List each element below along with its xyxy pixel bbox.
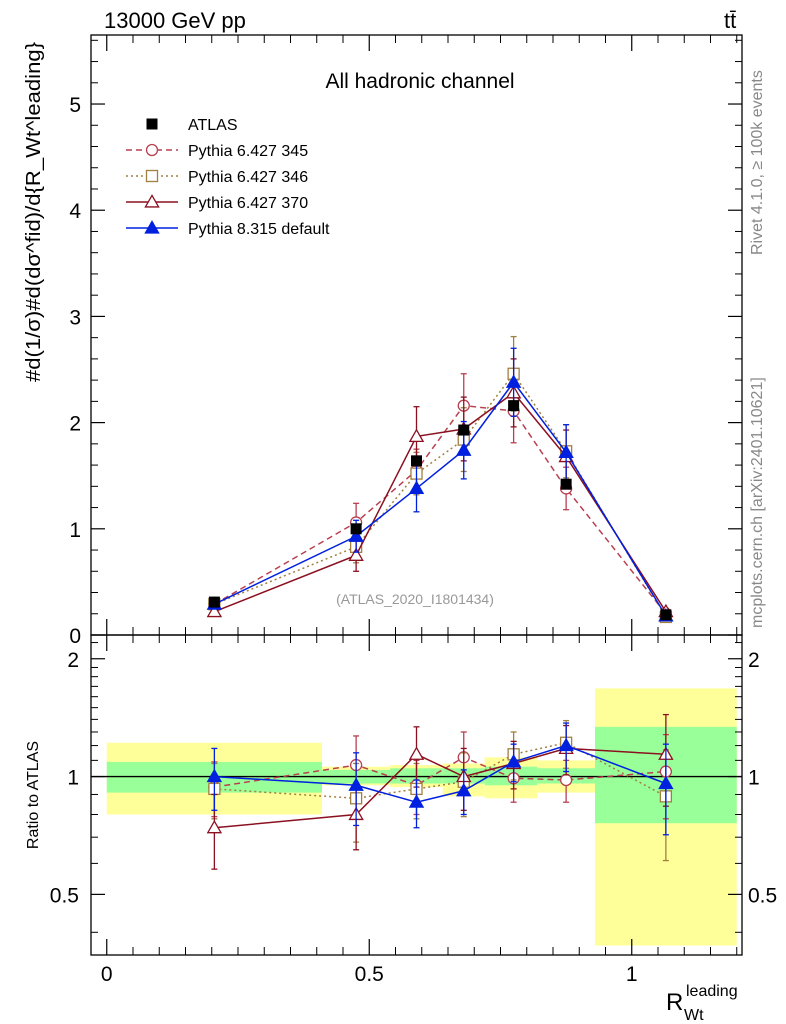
main-plot-panel: 0 1 2 3 4 5 All hadronic channel (ATLAS_2020_… [69,34,743,648]
main-plot-y-axis: 0 1 2 3 4 5 [69,39,742,648]
legend-marker-pythia-6-427-345 [145,143,159,157]
ratio-y-tick-label-right: 0.5 [748,884,777,907]
chart-title: All hadronic channel [325,70,514,93]
energy-label: 13000 GeV pp [104,8,246,33]
pythia-8-315-default-ratio-point [206,768,223,783]
main-y-axis-label: #d(1/σ)#d(dσ^fid)/d{R_Wt^leading} [23,42,45,382]
ratio-series [206,713,674,870]
x-tick-label: 0.5 [355,963,384,986]
pythia-6-427-345-ratio-point [559,773,573,787]
y-tick-label: 4 [69,200,81,223]
main-y-axis-label-text: #d(1/σ)#d(dσ^fid)/d{R_Wt^leading} [23,42,45,382]
pythia-6-427-345-line [214,404,667,615]
atlas-point [560,478,572,490]
ratio-y-tick-label: 1 [67,767,79,790]
pythia-8-315-default-ratio-point [658,775,674,790]
ratio-plot-panel: 0.5 0.51 12 2 0 0.5 1 [50,634,777,986]
ratio-y-tick-label-right: 1 [748,767,760,790]
atlas-point [350,523,362,535]
x-axis-label-sup: leading [686,983,738,1000]
y-tick-label: 3 [69,306,81,329]
pythia-6-427-370-line [214,391,667,613]
analysis-id: (ATLAS_2020_I1801434) [336,591,494,607]
x-axis-label-main: R [666,989,683,1016]
pythia-6-427-370-ratio-point [408,746,425,760]
legend-marker-atlas [146,118,158,130]
atlas-point [508,400,520,412]
x-axis-label-sub: Wt [684,1007,704,1024]
legend: ATLAS Pythia 6.427 345 Pythia 6.427 346 Pyt… [126,117,330,238]
atlas-point [660,609,672,621]
pythia-8-315-default-ratio-point [408,794,425,808]
ratio-plot-frame [90,634,743,956]
pythia-8-315-default-ratio-point [456,782,472,797]
x-tick-label: 0 [101,963,113,986]
ratio-y-tick-label-right: 2 [748,649,760,672]
pythia-6-427-346-line [214,372,667,618]
main-plot-series [206,335,674,624]
y-tick-label: 2 [69,413,81,436]
x-tick-label: 1 [626,963,638,986]
pythia-6-427-370-point [348,547,364,561]
legend-marker-pythia-6-427-346 [145,169,159,183]
pythia-8-315-default-point [456,442,472,456]
pythia-6-427-370-point [206,603,223,618]
ratio-y-tick-label: 0.5 [50,884,79,907]
pythia-6-427-370-point [408,428,425,443]
ratio-y-axis: 0.5 0.5 1 1 2 2 [50,642,777,933]
y-tick-label: 1 [69,519,81,542]
process-label: tt̄ [724,8,736,33]
pythia-8-315-default-point [408,480,425,495]
pythia-8-315-default-ratio-point [505,754,522,768]
legend-label-atlas: ATLAS [188,117,238,134]
pythia-8-315-default-point [348,528,364,542]
ratio-y-axis-label: Ratio to ATLAS [25,741,42,849]
pythia-8-315-default-point [505,374,522,388]
y-tick-label: 5 [69,94,81,117]
rivet-label: Rivet 4.1.0, ≥ 100k events [749,70,766,255]
ratio-y-tick-label: 2 [67,649,79,672]
atlas-point [458,424,470,436]
pythia-8-315-default-line [214,380,667,617]
ratio-x-axis: 0 0.5 1 [101,635,738,986]
pythia-8-315-default-ratio-point [558,737,574,752]
main-plot-x-ticks [106,35,738,635]
pythia-8-315-default-ratio-point [348,777,364,791]
atlas-point [411,455,422,467]
legend-label-pythia-6-427-346: Pythia 6.427 346 [188,169,308,186]
legend-marker-pythia-8-315-default [144,220,160,234]
legend-label-pythia-8-315-default: Pythia 8.315 default [188,221,330,238]
legend-label-pythia-6-427-345: Pythia 6.427 345 [188,143,308,160]
legend-label-pythia-6-427-370: Pythia 6.427 370 [188,195,308,212]
uncertainty-bands [106,688,737,946]
pythia-8-315-default-point [558,444,574,458]
mcplots-label: mcplots.cern.ch [arXiv:2401.10621] [749,377,766,628]
pythia-6-427-370-ratio-point [206,819,223,834]
legend-marker-pythia-6-427-370 [144,194,160,208]
x-axis-label: R Wt leading [666,983,738,1024]
atlas-point [208,596,220,608]
y-tick-label: 0 [69,625,81,648]
